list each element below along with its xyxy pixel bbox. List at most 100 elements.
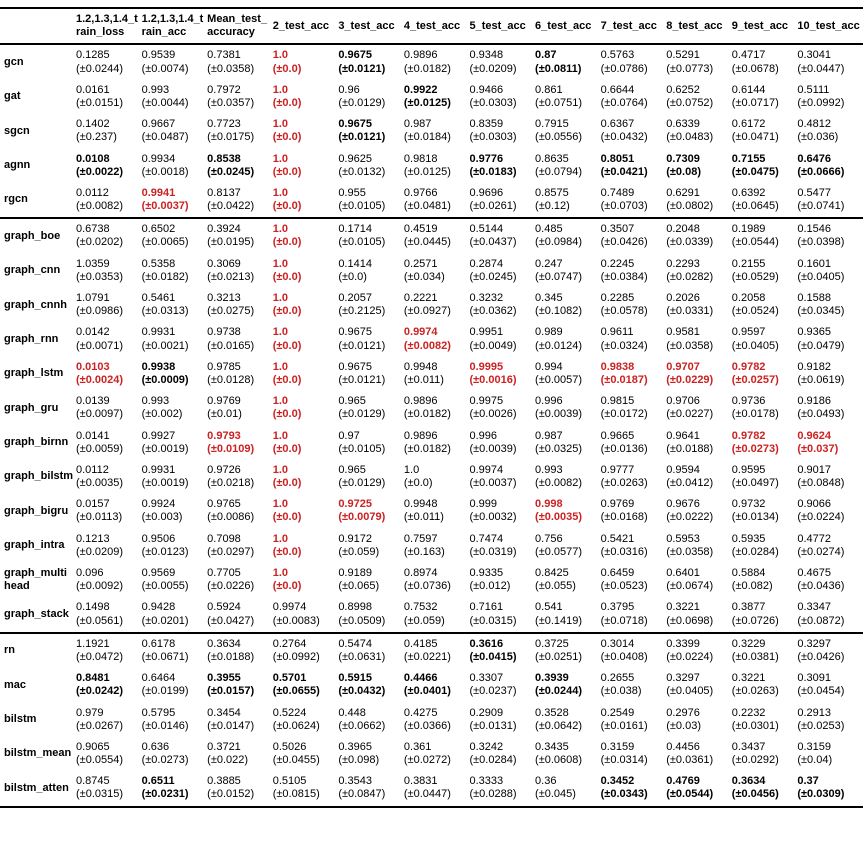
cell-value: 0.9931 (141, 463, 176, 476)
table-cell: 0.9765 (±0.0086) (207, 494, 273, 528)
cell-std: (±0.0456) (731, 788, 779, 801)
table-cell: 1.0 (±0.0) (404, 460, 470, 494)
cell-std: (±0.002) (141, 408, 183, 421)
table-cell: 0.2293 (±0.0282) (666, 254, 732, 288)
cell-std: (±0.0481) (403, 200, 451, 213)
table-cell: 0.2874 (±0.0245) (469, 254, 535, 288)
row-label: mac (4, 678, 27, 691)
table-cell: 0.3297 (±0.0426) (797, 633, 863, 668)
cell-value: 1.0 (272, 532, 289, 545)
table-cell: 0.5224 (±0.0624) (273, 703, 339, 737)
cell-std: (±0.0124) (535, 339, 583, 352)
cell-std: (±0.0209) (469, 62, 517, 75)
cell-std: (±0.0662) (338, 719, 386, 732)
table-cell: 0.9625 (±0.0132) (338, 149, 404, 183)
cell-std: (±0.0297) (207, 545, 255, 558)
table-cell: 0.5144 (±0.0437) (469, 218, 535, 253)
table-cell: 0.4812 (±0.036) (797, 114, 863, 148)
cell-std: (±0.0301) (731, 719, 779, 732)
cell-value: 0.9896 (403, 49, 438, 62)
cell-value: 0.9931 (141, 326, 176, 339)
table-cell: 1.0359 (±0.0353) (76, 254, 142, 288)
cell-std: (±0.0815) (272, 788, 320, 801)
cell-std: (±0.0168) (600, 511, 648, 524)
cell-value: 0.6291 (666, 186, 700, 199)
cell-value: 0.3528 (535, 706, 569, 719)
cell-std: (±0.0129) (338, 477, 386, 490)
cell-value: 0.9975 (469, 395, 504, 408)
cell-value: 0.9675 (338, 49, 372, 62)
cell-std: (±0.0487) (141, 131, 189, 144)
table-cell: 0.1285 (±0.0244) (76, 44, 142, 79)
cell-value: 0.3069 (207, 257, 241, 270)
cell-value: 0.2655 (600, 672, 635, 685)
cell-value: 0.9922 (403, 83, 438, 96)
table-row: gcn 0.1285 (±0.0244) 0.9539 (±0.0074) 0.7381(… (0, 44, 863, 79)
cell-value: 0.9776 (469, 152, 504, 165)
table-cell: 0.3528 (±0.0642) (535, 703, 601, 737)
table-cell: 0.2976 (±0.03) (666, 703, 732, 737)
cell-std: (±0.0) (272, 545, 302, 558)
cell-std: (±0.0019) (141, 477, 189, 490)
table-cell: 0.0112 (±0.0035) (76, 460, 142, 494)
cell-std: (±0.0224) (797, 511, 845, 524)
table-cell: 0.1213 (±0.0209) (76, 529, 142, 563)
cell-value: 0.9189 (338, 567, 372, 579)
cell-value: 0.7489 (600, 186, 635, 199)
cell-std: (±0.0019) (141, 442, 189, 455)
cell-value: 0.861 (535, 83, 563, 96)
cell-value: 0.5144 (469, 223, 504, 236)
cell-std: (±0.0992) (797, 96, 845, 109)
table-row: graph_boe 0.6738 (±0.0202) 0.6502 (±0.0065) 0… (0, 218, 863, 253)
cell-std: (±0.0309) (797, 788, 845, 801)
table-cell: 0.9466 (±0.0303) (469, 80, 535, 114)
cell-std: (±0.0082) (403, 339, 451, 352)
table-cell: 0.9736 (±0.0178) (732, 391, 798, 425)
cell-std: (±0.0282) (666, 270, 714, 283)
cell-std: (±0.0315) (76, 788, 124, 801)
cell-std: (±0.0) (272, 580, 302, 593)
cell-std: (±0.038) (600, 685, 642, 698)
cell-std: (±0.0092) (76, 580, 124, 593)
table-cell: 0.7309 (±0.08) (666, 149, 732, 183)
cell-value: 0.2057 (338, 292, 372, 304)
cell-std: (±0.0436) (797, 580, 845, 593)
cell-std: (±0.0384) (600, 270, 648, 283)
table-cell: 0.3213 (±0.0275) (207, 288, 273, 322)
cell-std: (±0.0275) (207, 305, 255, 318)
table-cell: 0.0139 (±0.0097) (76, 391, 142, 425)
table-cell: 0.5953 (±0.0358) (666, 529, 732, 563)
cell-std: (±0.0121) (338, 373, 386, 386)
cell-value: 0.5111 (797, 83, 830, 96)
table-cell: 0.9595 (±0.0497) (732, 460, 798, 494)
corner-cell (0, 6, 76, 46)
cell-std: (±0.0) (272, 373, 302, 386)
table-cell: 0.9675 (±0.0121) (338, 44, 404, 79)
cell-std: (±0.0136) (600, 442, 648, 455)
table-cell: 0.3435 (±0.0608) (535, 737, 601, 771)
cell-value: 0.9017 (797, 463, 832, 476)
table-cell: 0.8425 (±0.055) (535, 563, 601, 597)
table-row: bilstm 0.979 (±0.0267) 0.5795 (±0.0146) 0.345… (0, 703, 863, 737)
cell-value: 0.998 (535, 498, 563, 511)
table-cell: 0.9186 (±0.0493) (797, 391, 863, 425)
table-cell: 0.3543 (±0.0847) (338, 771, 404, 806)
header-row: 1.2,1.3,1.4_t rain_loss 1.2,1.3,1.4_t rai… (0, 6, 863, 46)
cell-value: 0.6476 (797, 152, 832, 165)
cell-std: (±0.0253) (797, 719, 845, 732)
cell-value: 0.8998 (338, 601, 372, 614)
table-cell: 0.965 (±0.0129) (338, 460, 404, 494)
table-cell: 0.9782 (±0.0257) (732, 357, 798, 391)
table-cell: 0.2232 (±0.0301) (732, 703, 798, 737)
table-cell: 0.8635 (±0.0794) (535, 149, 601, 183)
table-cell: 0.9922 (±0.0125) (404, 80, 470, 114)
column-header: 5_test_acc (469, 6, 536, 46)
cell-std: (±0.0655) (272, 685, 320, 698)
cell-std: (±0.0717) (731, 96, 779, 109)
cell-std: (±0.0764) (600, 96, 648, 109)
cell-value: 0.1213 (76, 532, 110, 545)
table-cell: 0.0161 (±0.0151) (76, 80, 142, 114)
table-cell: 0.996 (±0.0039) (469, 426, 535, 460)
cell-std: (±0.0483) (666, 131, 714, 144)
cell-value: 0.999 (469, 498, 497, 511)
